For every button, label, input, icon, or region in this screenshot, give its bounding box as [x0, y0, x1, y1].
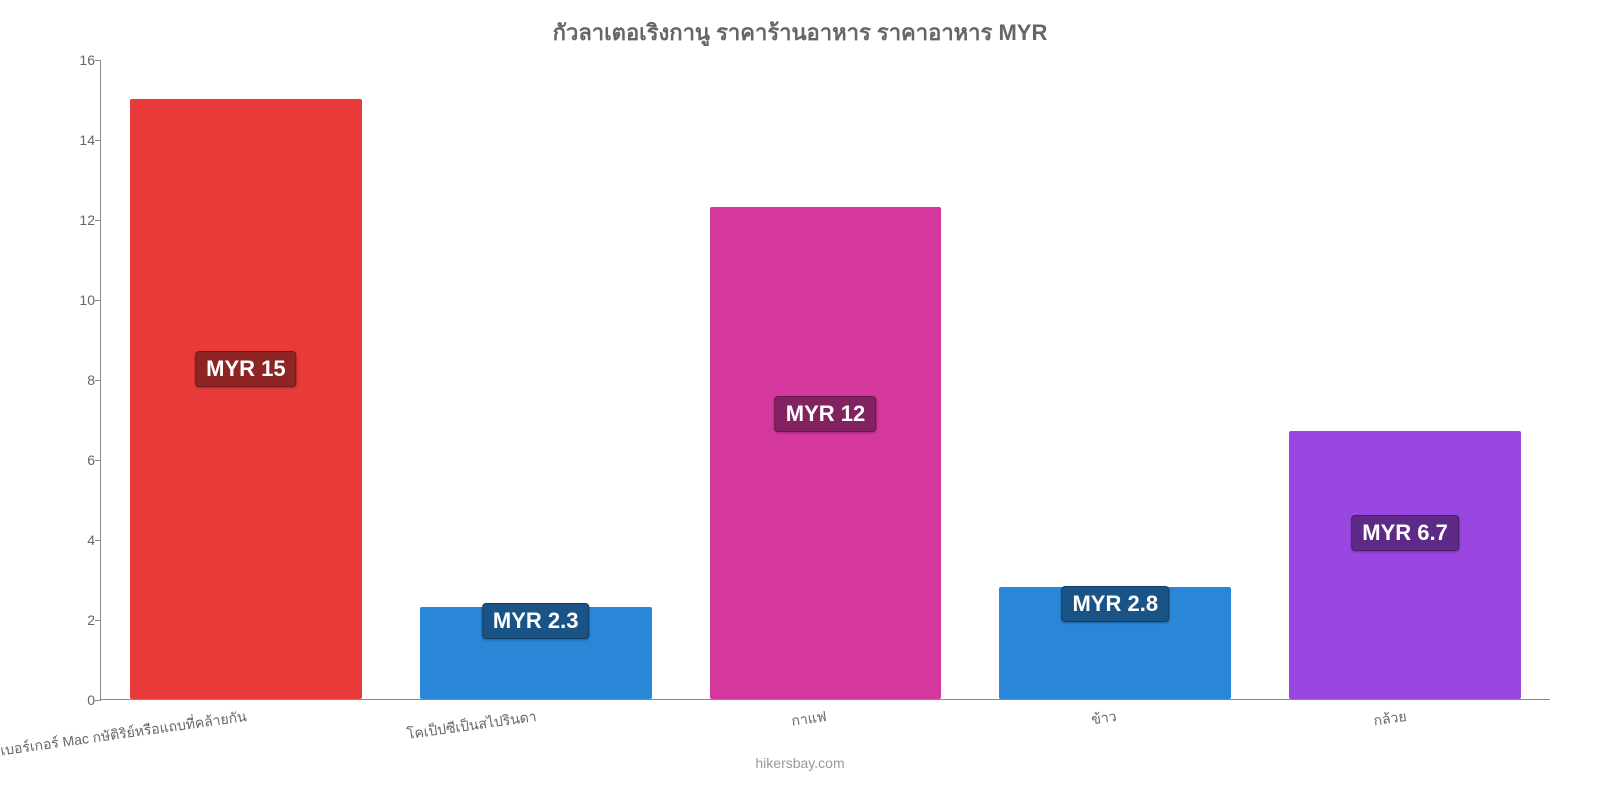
bar-slot: MYR 2.3 — [391, 60, 681, 699]
bar-value-label: MYR 15 — [195, 351, 296, 387]
attribution-text: hikersbay.com — [50, 755, 1550, 771]
bar: MYR 2.8 — [999, 587, 1231, 699]
bar: MYR 2.3 — [420, 607, 652, 699]
y-tick-label: 14 — [61, 132, 95, 148]
y-tick-label: 12 — [61, 212, 95, 228]
x-tick-label: เบอร์เกอร์ Mac กษัติริย์หรือแถบที่คล้ายก… — [0, 706, 248, 762]
plot-area: 0246810121416 MYR 15MYR 2.3MYR 12MYR 2.8… — [100, 60, 1550, 700]
price-chart: กัวลาเตอเริงกานู ราคาร้านอาหาร ราคาอาหาร… — [50, 15, 1550, 775]
bar: MYR 12 — [710, 207, 942, 699]
bar-value-label: MYR 6.7 — [1351, 515, 1459, 551]
x-tick-label: โคเป็ปซีเป็นสไปรินดา — [406, 706, 538, 746]
y-tick-label: 10 — [61, 292, 95, 308]
chart-title: กัวลาเตอเริงกานู ราคาร้านอาหาร ราคาอาหาร… — [50, 15, 1550, 50]
bar-slot: MYR 12 — [681, 60, 971, 699]
bar-slot: MYR 2.8 — [970, 60, 1260, 699]
y-tick-label: 8 — [61, 372, 95, 388]
x-tick-label: กล้วย — [1372, 706, 1408, 732]
y-tick-label: 2 — [61, 612, 95, 628]
x-tick-label: กาแฟ — [790, 706, 828, 733]
bar-slot: MYR 15 — [101, 60, 391, 699]
y-tick-label: 16 — [61, 52, 95, 68]
y-tick-label: 6 — [61, 452, 95, 468]
bar-value-label: MYR 2.8 — [1061, 586, 1169, 622]
bar-value-label: MYR 12 — [775, 396, 876, 432]
x-tick-label: ข้าว — [1090, 706, 1118, 731]
bar: MYR 15 — [130, 99, 362, 699]
y-tick-label: 0 — [61, 692, 95, 708]
bar: MYR 6.7 — [1289, 431, 1521, 699]
bars-container: MYR 15 MYR 2.3 MYR 12 MYR 2.8 MYR 6.7 — [101, 60, 1550, 699]
bar-slot: MYR 6.7 — [1260, 60, 1550, 699]
bar-value-label: MYR 2.3 — [482, 603, 590, 639]
x-axis-labels: เบอร์เกอร์ Mac กษัติริย์หรือแถบที่คล้ายก… — [100, 700, 1550, 760]
y-tick-label: 4 — [61, 532, 95, 548]
